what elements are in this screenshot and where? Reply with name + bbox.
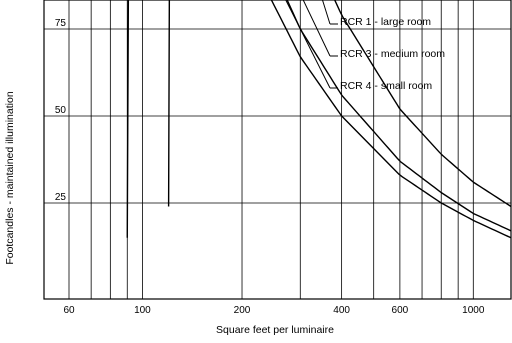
annotation-label: RCR 4 - small room bbox=[340, 80, 432, 92]
x-tick-label: 60 bbox=[63, 305, 75, 316]
x-tick-label: 1000 bbox=[462, 305, 485, 316]
x-tick-label: 200 bbox=[234, 305, 251, 316]
series-curves bbox=[126, 0, 511, 239]
x-tick-label: 400 bbox=[333, 305, 350, 316]
series-line-1 bbox=[167, 0, 511, 208]
x-tick-label: 100 bbox=[134, 305, 151, 316]
y-tick-label: 25 bbox=[55, 192, 67, 203]
series-line-3 bbox=[126, 0, 511, 239]
y-tick-label: 50 bbox=[55, 105, 67, 116]
x-tick-label: 600 bbox=[392, 305, 409, 316]
grid-lines bbox=[44, 0, 511, 299]
annotation-leader bbox=[285, 0, 331, 89]
annotation-label: RCR 1 - large room bbox=[340, 16, 431, 28]
tick-labels: 601002004006001000255075100125150175200 bbox=[55, 18, 485, 316]
y-tick-label: 75 bbox=[55, 18, 67, 29]
series-line-2 bbox=[286, 0, 511, 232]
annotations: RCR 1 - large room RCR 3 - medium room RCR… bbox=[285, 0, 445, 92]
annotation-leader bbox=[302, 0, 331, 57]
y-axis-title: Footcandles - maintained illumination bbox=[4, 91, 16, 265]
plot-frame bbox=[43, 0, 512, 300]
x-axis-title: Square feet per luminaire bbox=[216, 324, 334, 336]
annotation-label: RCR 3 - medium room bbox=[340, 48, 445, 60]
